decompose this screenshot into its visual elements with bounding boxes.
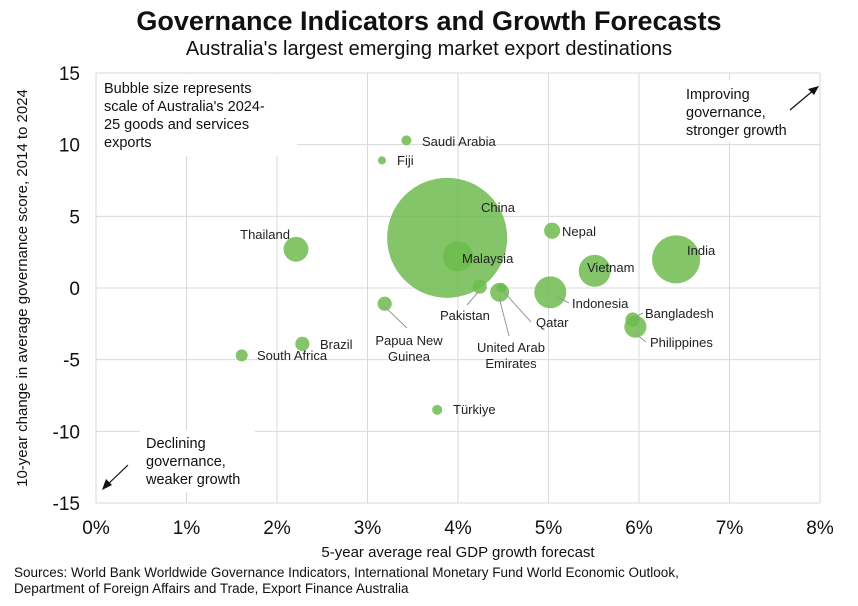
point-label: Türkiye bbox=[453, 402, 496, 417]
leader-line bbox=[632, 312, 644, 319]
bottom-left-note: governance, bbox=[146, 454, 226, 470]
bubble-china bbox=[387, 177, 508, 298]
bubble-t-rkiye bbox=[432, 404, 443, 415]
point-label: Brazil bbox=[320, 337, 353, 352]
x-tick-label: 4% bbox=[444, 518, 472, 539]
point-label: South Africa bbox=[257, 348, 328, 363]
bubble-malaysia bbox=[442, 241, 474, 272]
point-label: Philippines bbox=[650, 335, 713, 350]
y-tick-label: -10 bbox=[53, 422, 80, 443]
bubble-brazil bbox=[295, 336, 310, 351]
bubble-size-note: scale of Australia's 2024- bbox=[104, 99, 265, 115]
x-tick-label: 6% bbox=[625, 518, 653, 539]
bubble-note-box bbox=[97, 74, 297, 156]
chart-title: Governance Indicators and Growth Forecas… bbox=[136, 6, 722, 36]
bubble-indonesia bbox=[534, 276, 567, 309]
y-tick-label: -15 bbox=[53, 494, 80, 515]
leader-line bbox=[498, 296, 510, 337]
quadrant-note-box bbox=[676, 80, 816, 142]
y-tick-label: 0 bbox=[69, 279, 80, 300]
point-label: Qatar bbox=[536, 315, 569, 330]
leader-line bbox=[556, 296, 570, 304]
arrow-head-icon bbox=[808, 86, 819, 95]
quadrant-note-box bbox=[140, 430, 255, 492]
bubble-bangladesh bbox=[625, 312, 640, 327]
x-tick-label: 7% bbox=[716, 518, 744, 539]
point-label: Saudi Arabia bbox=[422, 134, 496, 149]
y-tick-label: 10 bbox=[59, 136, 80, 157]
point-label: United Arab bbox=[477, 340, 545, 355]
point-label: Papua New bbox=[375, 333, 443, 348]
leader-line bbox=[503, 291, 532, 323]
point-label: Nepal bbox=[562, 224, 596, 239]
point-label: Guinea bbox=[388, 349, 431, 364]
y-tick-label: 15 bbox=[59, 64, 80, 85]
x-tick-label: 2% bbox=[263, 518, 291, 539]
leader-line bbox=[383, 305, 408, 329]
x-tick-label: 8% bbox=[806, 518, 834, 539]
point-label: Bangladesh bbox=[645, 306, 714, 321]
bottom-left-note: Declining bbox=[146, 436, 206, 452]
bubble-pakistan bbox=[472, 279, 487, 294]
point-label: Emirates bbox=[485, 356, 537, 371]
point-label: China bbox=[481, 200, 516, 215]
arrow-head-icon bbox=[102, 479, 112, 490]
top-right-note: Improving bbox=[686, 87, 750, 103]
sources-line: Department of Foreign Affairs and Trade,… bbox=[14, 581, 409, 596]
y-tick-label: 5 bbox=[69, 207, 80, 228]
bubble-size-note: Bubble size represents bbox=[104, 81, 252, 97]
arrow-down-left-icon bbox=[105, 464, 129, 487]
sources-note: Sources: World Bank Worldwide Governance… bbox=[14, 565, 679, 597]
x-tick-label: 1% bbox=[173, 518, 201, 539]
point-label: Thailand bbox=[240, 227, 290, 242]
y-tick-label: -5 bbox=[63, 351, 80, 372]
point-label: Pakistan bbox=[440, 308, 490, 323]
bubble-size-note: 25 goods and services bbox=[104, 117, 249, 133]
bubble-size-note: exports bbox=[104, 135, 152, 151]
bubble-nepal bbox=[544, 222, 561, 239]
leader-line bbox=[466, 290, 480, 306]
sources-line: Sources: World Bank Worldwide Governance… bbox=[14, 565, 679, 580]
chart-subtitle: Australia's largest emerging market expo… bbox=[185, 38, 673, 60]
bubble-papua-new-guinea bbox=[377, 296, 392, 311]
point-label: Malaysia bbox=[462, 251, 514, 266]
x-tick-label: 5% bbox=[535, 518, 563, 539]
bubble-fiji bbox=[377, 156, 387, 165]
bubble-vietnam bbox=[578, 254, 611, 287]
bubble-qatar bbox=[496, 282, 507, 294]
bubble-thailand bbox=[283, 236, 309, 262]
point-label: Vietnam bbox=[587, 260, 634, 275]
bubble-saudi-arabia bbox=[401, 135, 412, 146]
x-tick-label: 0% bbox=[82, 518, 110, 539]
point-label: India bbox=[687, 243, 716, 258]
x-axis-label: 5-year average real GDP growth forecast bbox=[321, 544, 595, 561]
bubble-south-africa bbox=[235, 349, 248, 362]
x-tick-label: 3% bbox=[354, 518, 382, 539]
point-label: Indonesia bbox=[572, 296, 629, 311]
leader-line bbox=[635, 333, 647, 343]
y-axis-label: 10-year change in average governance sco… bbox=[14, 89, 31, 487]
point-label: Fiji bbox=[397, 153, 414, 168]
top-right-note: governance, bbox=[686, 105, 766, 121]
arrow-up-right-icon bbox=[789, 88, 816, 111]
bottom-left-note: weaker growth bbox=[145, 472, 240, 488]
top-right-note: stronger growth bbox=[686, 123, 787, 139]
bubble-india bbox=[652, 235, 701, 284]
